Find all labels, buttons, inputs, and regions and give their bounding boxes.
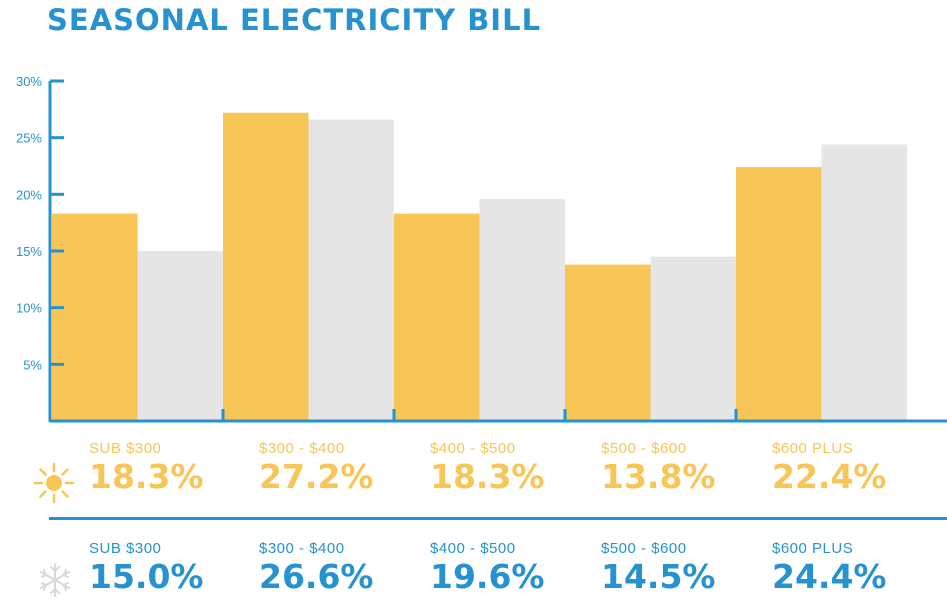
summer-item-2: $400 - $500 18.3% <box>430 440 600 496</box>
y-tick-label: 15% <box>16 244 42 259</box>
summer-value: 18.3% <box>89 457 204 496</box>
summer-category-label: $300 - $400 <box>259 440 345 457</box>
summer-category-label: SUB $300 <box>89 440 162 457</box>
bar-winter-4 <box>821 144 907 421</box>
y-tick-label: 10% <box>16 301 42 316</box>
summer-item-3: $500 - $600 13.8% <box>601 440 771 496</box>
bar-summer-0 <box>52 213 138 421</box>
chart-title: SEASONAL ELECTRICITY BILL <box>47 3 542 37</box>
winter-value: 14.5% <box>601 557 716 596</box>
summer-item-4: $600 PLUS 22.4% <box>772 440 942 496</box>
bar-summer-1 <box>223 112 309 421</box>
y-tick-label: 30% <box>16 74 42 89</box>
winter-category-label: $600 PLUS <box>772 540 854 557</box>
summer-item-1: $300 - $400 27.2% <box>259 440 429 496</box>
bar-winter-3 <box>650 256 736 421</box>
sun-icon <box>33 462 75 504</box>
summer-value: 22.4% <box>772 457 887 496</box>
bar-summer-4 <box>736 167 822 421</box>
summer-value: 13.8% <box>601 457 716 496</box>
winter-category-label: $300 - $400 <box>259 540 345 557</box>
summer-value: 18.3% <box>430 457 545 496</box>
bar-winter-2 <box>479 198 565 421</box>
winter-category-label: $500 - $600 <box>601 540 687 557</box>
y-tick-label: 5% <box>23 357 42 372</box>
row-divider <box>49 517 947 520</box>
winter-item-4: $600 PLUS 24.4% <box>772 540 942 596</box>
winter-item-1: $300 - $400 26.6% <box>259 540 429 596</box>
summer-category-label: $400 - $500 <box>430 440 516 457</box>
y-tick-label: 25% <box>16 131 42 146</box>
summer-category-label: $600 PLUS <box>772 440 854 457</box>
winter-value: 24.4% <box>772 557 887 596</box>
winter-value: 19.6% <box>430 557 545 596</box>
winter-value: 15.0% <box>89 557 204 596</box>
bar-summer-3 <box>565 264 651 421</box>
bar-summer-2 <box>394 213 480 421</box>
bar-winter-0 <box>137 251 223 421</box>
summer-value: 27.2% <box>259 457 374 496</box>
snowflake-icon <box>40 563 70 597</box>
winter-category-label: SUB $300 <box>89 540 162 557</box>
y-tick-label: 20% <box>16 187 42 202</box>
bar-chart: 5% 10% 15% 20% 25% 30% <box>16 74 947 423</box>
summer-category-label: $500 - $600 <box>601 440 687 457</box>
summer-item-0: SUB $300 18.3% <box>89 440 259 496</box>
winter-item-2: $400 - $500 19.6% <box>430 540 600 596</box>
bar-winter-1 <box>308 119 394 422</box>
winter-category-label: $400 - $500 <box>430 540 516 557</box>
winter-item-0: SUB $300 15.0% <box>89 540 259 596</box>
winter-value: 26.6% <box>259 557 374 596</box>
winter-item-3: $500 - $600 14.5% <box>601 540 771 596</box>
